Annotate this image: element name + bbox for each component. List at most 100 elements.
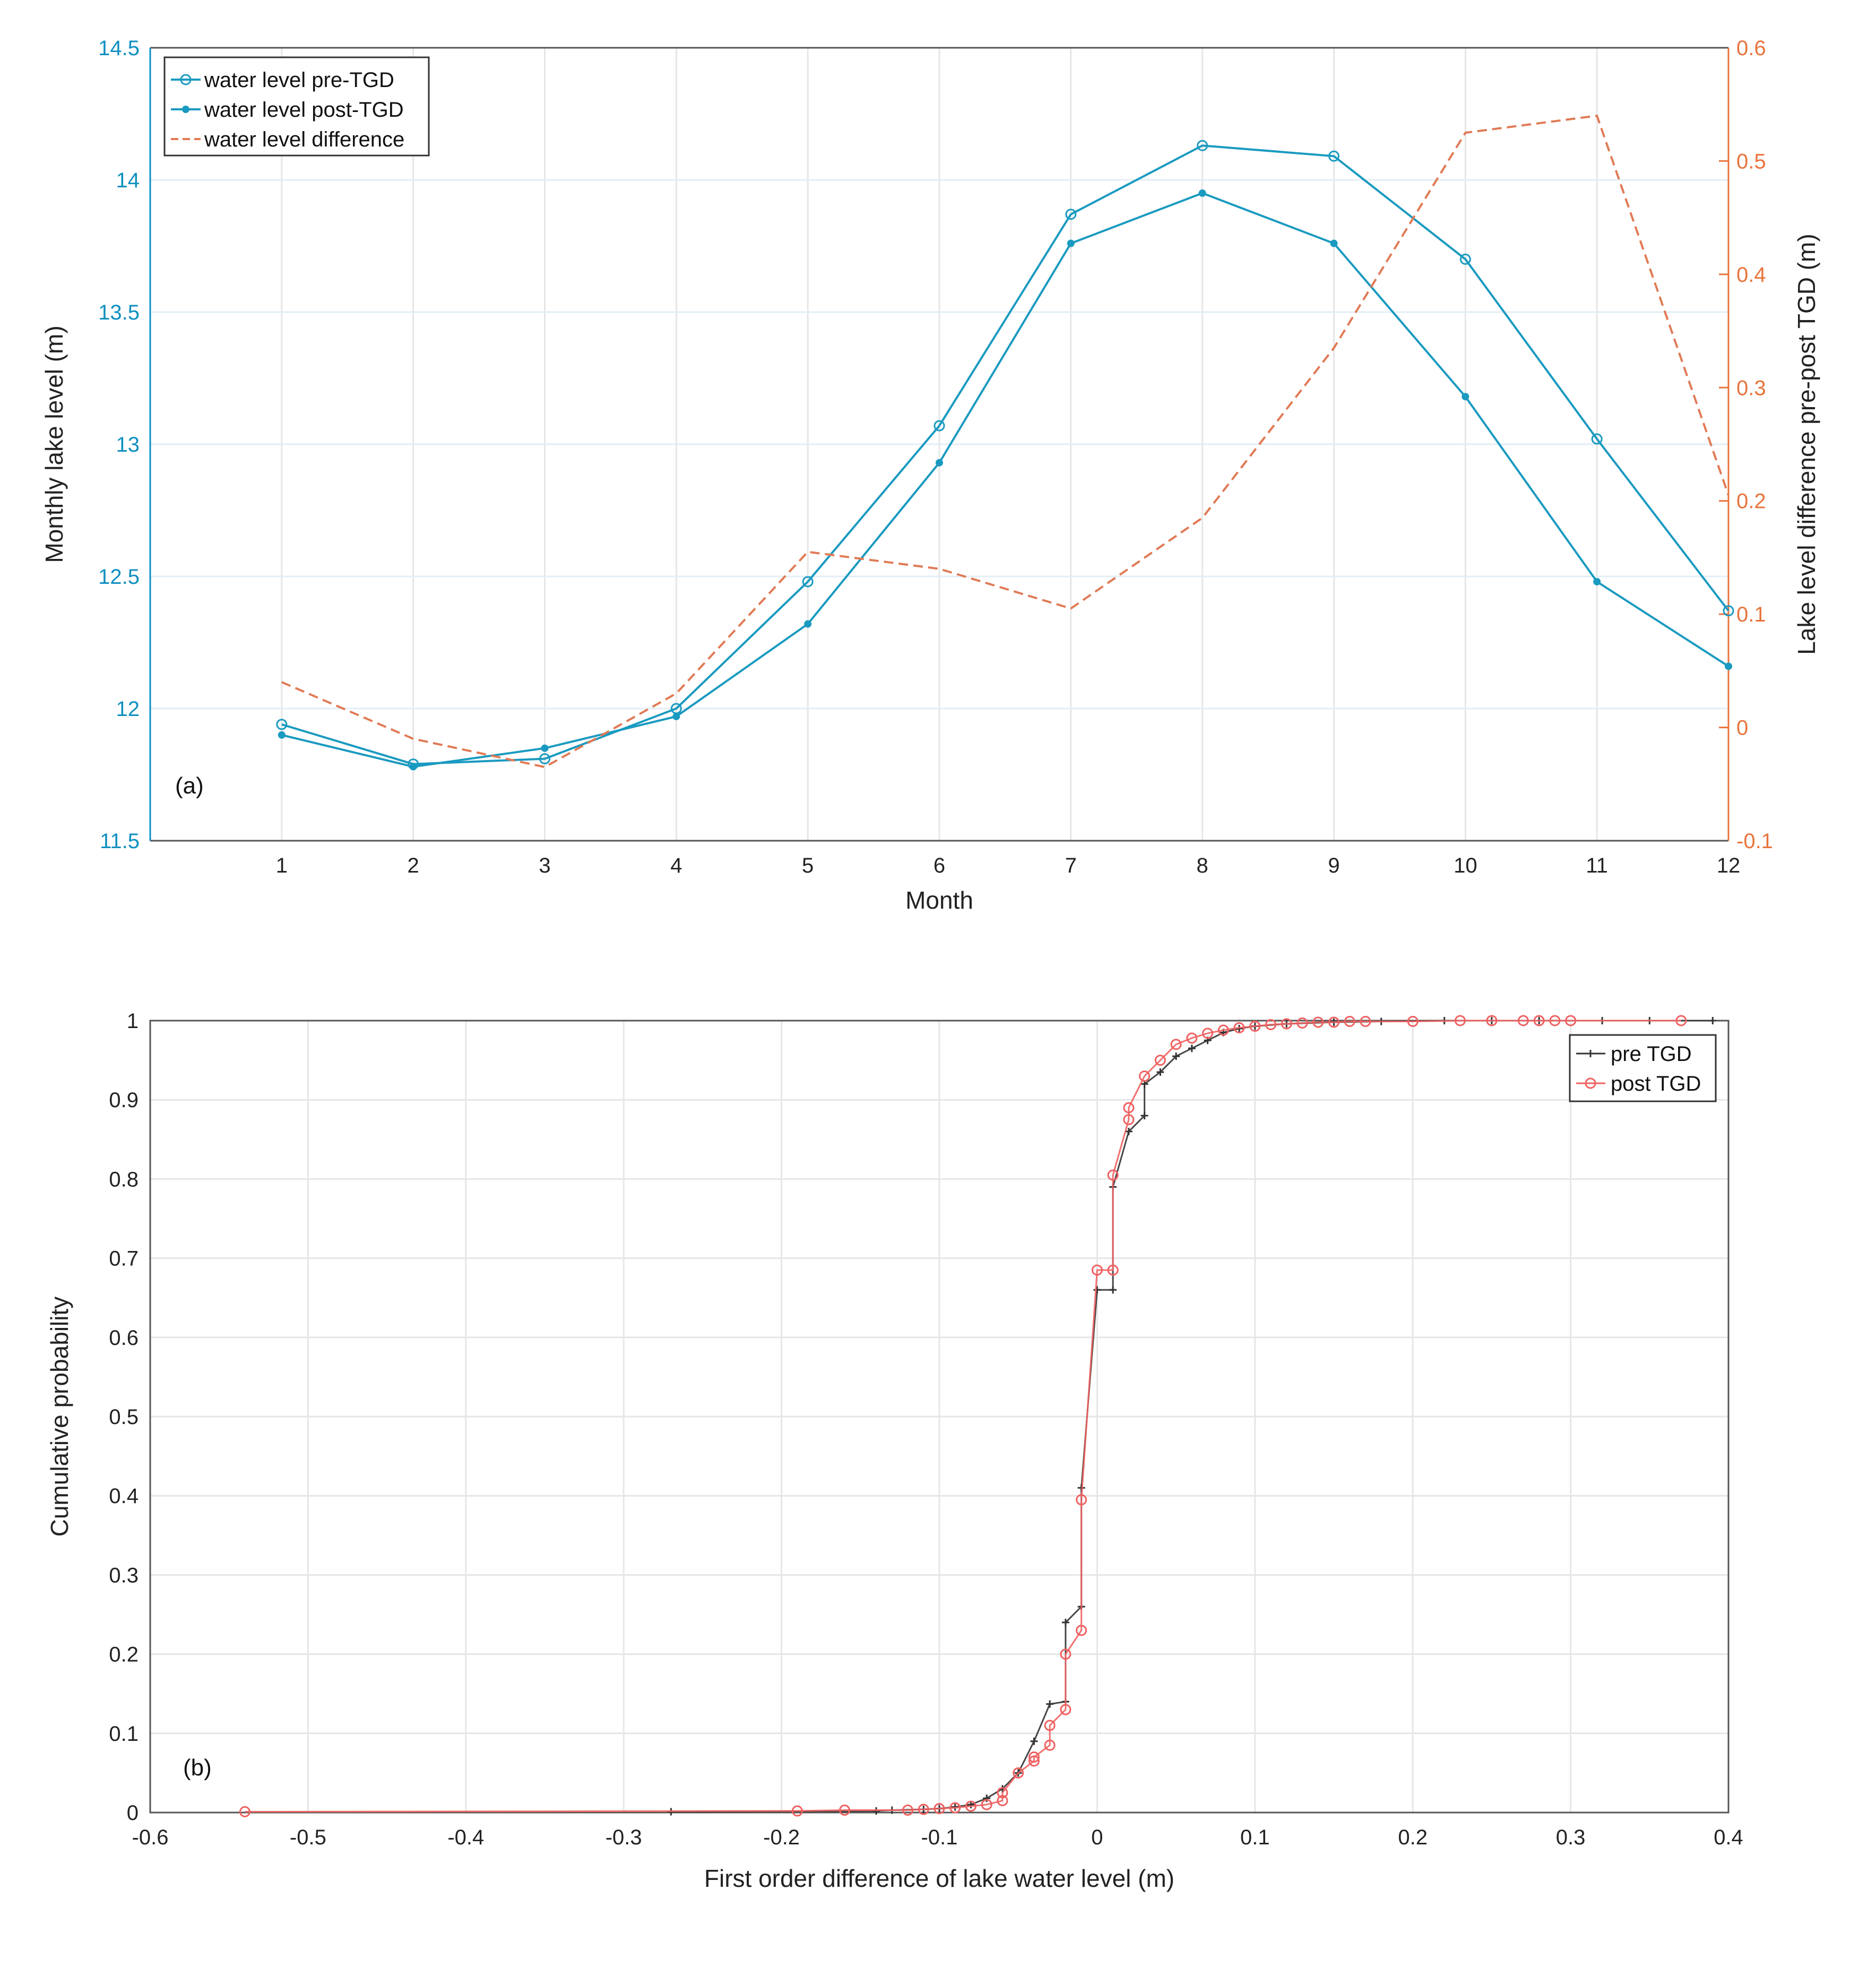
data-point <box>1139 1070 1151 1082</box>
x-tick-label: 0 <box>1091 1826 1103 1849</box>
data-point <box>1486 1015 1498 1026</box>
data-point <box>1459 253 1471 265</box>
y-tick-label: 14.5 <box>98 37 140 60</box>
y-tick-label: 0.8 <box>109 1168 139 1191</box>
data-point <box>1030 1737 1038 1745</box>
y-tick-label: 1 <box>127 1009 139 1033</box>
x-tick-label: 10 <box>1454 854 1477 877</box>
data-point <box>1060 1649 1071 1660</box>
data-point <box>949 1802 961 1814</box>
series-line-1 <box>245 1020 1681 1813</box>
y-tick-label: 0.9 <box>109 1089 139 1112</box>
legend: water level pre-TGD water level post-TGD w… <box>163 56 430 157</box>
data-point <box>983 1794 991 1802</box>
legend-label: water level pre-TGD <box>204 68 394 92</box>
data-point <box>1154 1055 1166 1066</box>
data-point <box>1202 1028 1214 1039</box>
data-point <box>804 620 812 628</box>
y-tick-label: 0.4 <box>109 1485 139 1508</box>
series-line-1 <box>281 192 1730 768</box>
x-tick-label: -0.3 <box>606 1826 642 1849</box>
plot-frame <box>149 1020 1730 1814</box>
x-tick-label: 7 <box>1065 854 1077 877</box>
data-point <box>1725 662 1732 670</box>
x-tick-label: -0.2 <box>763 1826 800 1849</box>
x-tick-label: 2 <box>408 854 419 877</box>
data-point <box>1675 1015 1687 1026</box>
y-tick-label: 0.7 <box>109 1247 139 1271</box>
data-point <box>1123 1102 1135 1114</box>
data-point <box>936 459 943 467</box>
chart-b: -0.6 -0.5 -0.4 -0.3 -0.2 -0.1 0 0.1 0.2 0.3 0.4 0 0.… <box>46 1009 1743 1892</box>
legend-marker <box>1587 1050 1594 1057</box>
data-point <box>1249 1020 1261 1032</box>
y-tick-label: 11.5 <box>100 830 140 853</box>
legend-label: post TGD <box>1611 1072 1701 1095</box>
data-point <box>791 1805 803 1817</box>
data-point <box>981 1799 992 1810</box>
right-y-tick-label: 0.5 <box>1736 150 1766 173</box>
data-point <box>1328 1016 1339 1028</box>
y-tick-label: 14 <box>116 169 140 192</box>
x-tick-label: -0.4 <box>447 1826 484 1849</box>
y-tick-label: 0.6 <box>109 1326 139 1350</box>
data-point <box>1360 1015 1371 1027</box>
legend-box <box>1569 1034 1717 1102</box>
data-point <box>1265 1019 1277 1030</box>
data-point <box>1140 1112 1148 1120</box>
data-point <box>409 763 417 771</box>
data-point <box>1344 1015 1355 1027</box>
y-axis-label: Cumulative probability <box>46 1297 73 1537</box>
data-point <box>1091 1264 1103 1276</box>
panel-label: (b) <box>183 1755 212 1781</box>
data-point <box>1093 1286 1101 1294</box>
series-line-2 <box>281 114 1730 769</box>
x-tick-label: 0.2 <box>1398 1826 1428 1849</box>
data-point <box>1109 1286 1117 1294</box>
data-point <box>1723 605 1734 617</box>
x-tick-label: 12 <box>1717 854 1741 877</box>
data-point <box>1046 1700 1054 1708</box>
data-point <box>965 1800 976 1812</box>
data-point <box>1125 1127 1132 1135</box>
data-point <box>1186 1032 1198 1044</box>
data-point <box>1107 1169 1119 1181</box>
y-tick-label: 13.5 <box>98 301 140 324</box>
y-tick-label: 0.3 <box>109 1564 139 1587</box>
data-point <box>278 731 286 739</box>
legend-label: water level difference <box>204 128 404 151</box>
data-point <box>902 1805 914 1816</box>
data-point <box>839 1805 851 1816</box>
data-point <box>1312 1016 1324 1028</box>
data-point <box>1028 1755 1040 1767</box>
x-tick-label: 0.4 <box>1714 1826 1743 1849</box>
data-point <box>539 753 550 765</box>
data-point <box>1296 1017 1308 1029</box>
right-y-tick-label: -0.1 <box>1736 830 1773 853</box>
x-tick-label: 5 <box>802 854 814 877</box>
data-point <box>1172 1052 1180 1060</box>
y-tick-label: 0.2 <box>109 1643 139 1667</box>
data-point <box>1067 239 1075 247</box>
x-tick-label: 3 <box>539 854 550 877</box>
data-point <box>1028 1751 1040 1763</box>
x-tick-label: 1 <box>276 854 288 877</box>
right-y-tick-label: 0.1 <box>1736 603 1766 626</box>
data-point <box>1533 1015 1545 1026</box>
x-tick-label: 11 <box>1586 854 1608 877</box>
legend-marker <box>1585 1077 1596 1089</box>
x-tick-label: -0.1 <box>921 1826 958 1849</box>
data-point <box>239 1806 250 1818</box>
y-tick-label: 0 <box>127 1801 139 1825</box>
data-point <box>1281 1018 1292 1030</box>
y-tick-label: 12 <box>116 697 140 721</box>
legend-label: water level post-TGD <box>204 98 404 122</box>
x-tick-label: 9 <box>1328 854 1339 877</box>
right-y-tick-label: 0.4 <box>1736 263 1766 287</box>
data-point <box>1156 1068 1164 1076</box>
data-point <box>1709 1017 1717 1024</box>
legend-label: pre TGD <box>1611 1042 1692 1066</box>
chart-a: 1 2 3 4 5 6 7 8 9 10 11 1211.51212.51313.51414.5-0.… <box>40 37 1820 914</box>
legend-marker <box>180 74 192 85</box>
